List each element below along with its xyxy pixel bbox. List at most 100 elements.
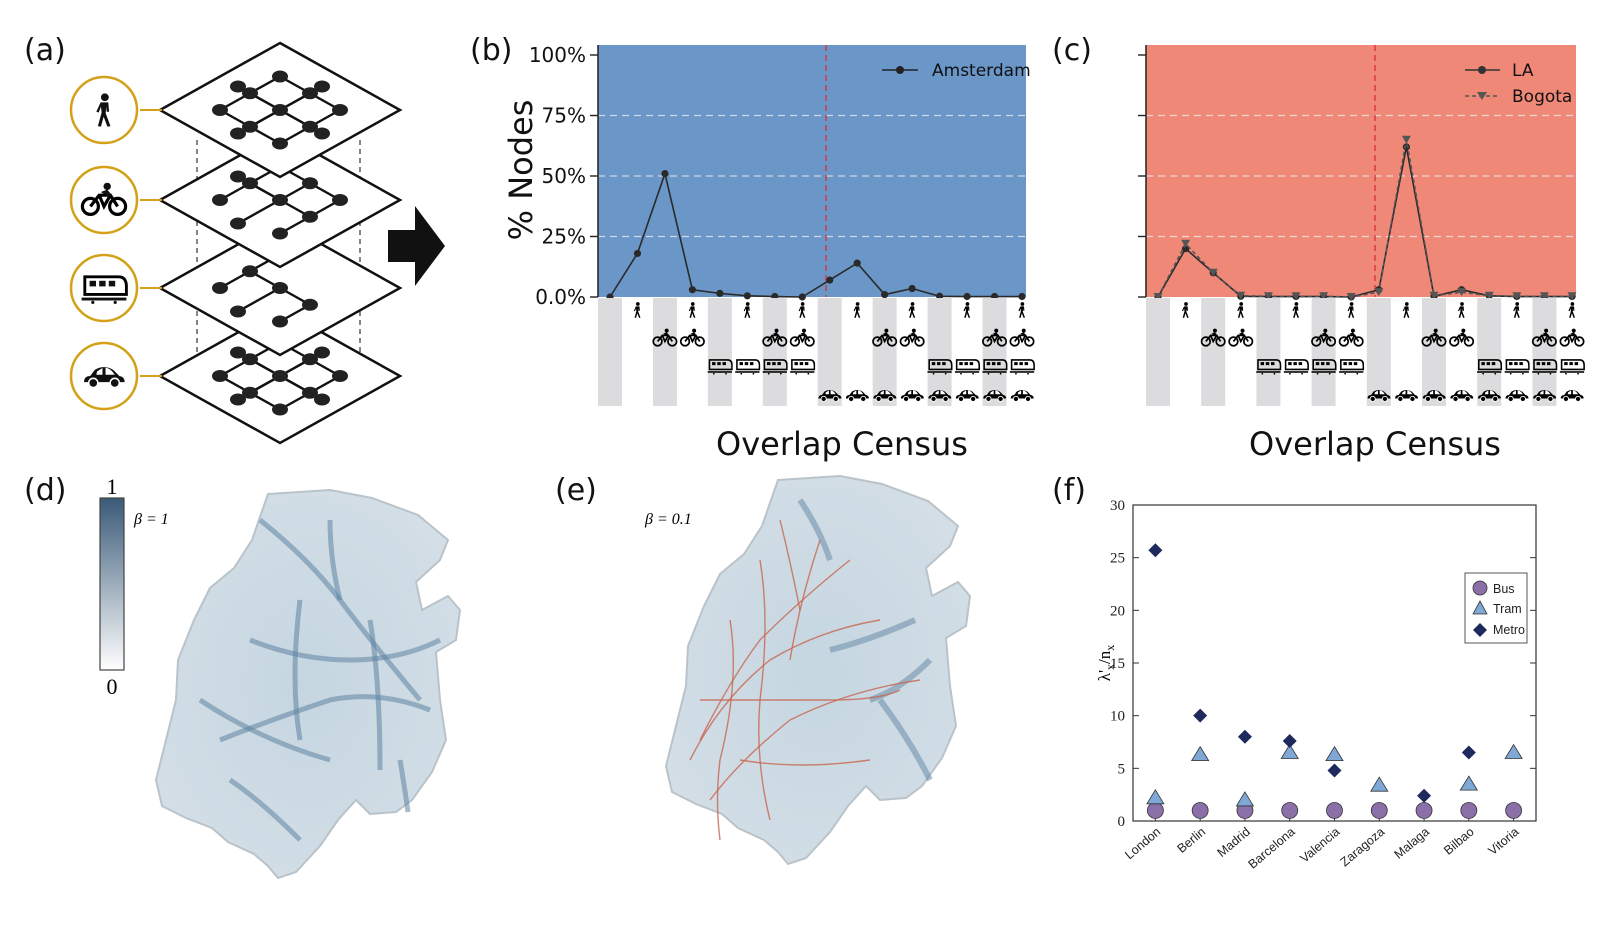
data-point [1291, 292, 1301, 301]
bicycle-icon [1449, 328, 1475, 347]
tram-point [1146, 789, 1165, 805]
data-point [633, 249, 642, 258]
network-node [242, 353, 258, 366]
census-column [1477, 298, 1502, 406]
metro-point [1417, 788, 1432, 803]
data-point [1429, 291, 1439, 300]
category-label-zaragoza: Zaragoza [1338, 825, 1387, 870]
panel-label-f: (f) [1052, 473, 1086, 508]
car-icon [955, 389, 980, 402]
multiplex-diagram [69, 41, 403, 445]
data-point [1402, 143, 1410, 151]
train-icon-badge [69, 253, 139, 323]
network-node [230, 170, 246, 183]
train-icon [1009, 359, 1035, 375]
bicycle-icon [789, 328, 815, 347]
car-icon [1394, 389, 1419, 402]
chart-f-y-ticks: 0 5 10 15 20 25 30 [1110, 498, 1536, 830]
panel-label-b: (b) [470, 33, 512, 68]
bus-point [1191, 802, 1209, 819]
category-label-malaga: Malaga [1392, 825, 1432, 862]
legend-bus: Bus [1493, 582, 1515, 596]
network-node [272, 403, 288, 416]
category-label-barcelona: Barcelona [1246, 825, 1298, 872]
network-node [314, 127, 330, 140]
chart-c-y-ticks [1138, 54, 1146, 298]
network-node [272, 315, 288, 328]
network-node [242, 177, 258, 190]
data-point [716, 289, 724, 297]
census-column [927, 298, 952, 406]
data-point [798, 293, 806, 301]
bus-point [1370, 802, 1388, 819]
colorbar-min: 0 [107, 674, 118, 699]
network-node [212, 282, 228, 294]
legend-metro-marker [1473, 623, 1487, 637]
legend-tram-marker [1472, 600, 1488, 615]
map-d: 1 0 β = 1 [99, 474, 462, 880]
bus-point [1146, 802, 1164, 819]
census-column [762, 298, 787, 406]
category-label-vitoria: Vitoria [1486, 825, 1522, 858]
network-node [314, 80, 330, 93]
tram-point [1459, 775, 1479, 791]
f-y-tick-label: 20 [1110, 603, 1125, 619]
data-point [1567, 292, 1577, 301]
data-point [1236, 291, 1246, 300]
map-d-beta-label: β = 1 [133, 511, 169, 528]
category-label-london: London [1122, 825, 1163, 863]
network-node [314, 346, 330, 359]
layer-rail [157, 219, 403, 357]
census-column [982, 298, 1007, 406]
network-node [272, 370, 288, 382]
train-icon [1503, 359, 1530, 375]
chart-c: LA Bogota Overlap Census [1138, 45, 1585, 463]
data-point [881, 290, 889, 299]
y-tick-label: 75% [542, 104, 586, 128]
chart-c-census-icons [1146, 298, 1585, 406]
network-node [272, 104, 288, 116]
series-line-amsterdam [609, 170, 1022, 298]
census-column [1256, 298, 1281, 406]
data-point [743, 292, 751, 300]
chart-b-ylabel: % Nodes [502, 100, 540, 241]
layer-car [157, 307, 403, 445]
metro-point [1193, 708, 1208, 723]
bicycle-icon [1559, 328, 1585, 347]
network-node [242, 386, 258, 399]
data-point [1457, 288, 1467, 297]
data-point [1374, 288, 1384, 297]
chart-b-background [598, 45, 1026, 297]
walking-person-icon [1018, 302, 1026, 318]
walking-person-icon [1237, 302, 1244, 318]
car-icon [845, 389, 870, 402]
tram-point [1370, 776, 1389, 792]
bicycle-icon [679, 328, 705, 347]
map-e: β = 0.1 [644, 474, 972, 866]
walking-person-icon [743, 302, 751, 318]
metro-point [1237, 729, 1252, 744]
network-node [332, 104, 348, 116]
census-column [872, 298, 897, 406]
train-icon [954, 359, 981, 375]
y-tick-label: 25% [542, 225, 586, 249]
tram-point [1504, 743, 1523, 759]
network-node [332, 194, 348, 206]
panel-label-e: (e) [555, 473, 597, 508]
train-icon [1283, 359, 1309, 375]
bus-point [1505, 802, 1523, 819]
census-column [817, 298, 842, 406]
data-point [826, 276, 834, 284]
train-icon [789, 359, 816, 375]
legend-la: LA [1512, 61, 1534, 81]
tram-point [1280, 743, 1299, 759]
panel-label-c: (c) [1052, 33, 1092, 68]
mode-icons [69, 75, 162, 411]
network-node [272, 227, 288, 240]
walking-person-icon [633, 302, 641, 318]
network-node [302, 120, 318, 133]
data-point [908, 284, 916, 293]
walking-person-icon [1347, 302, 1355, 318]
data-point [661, 169, 669, 178]
